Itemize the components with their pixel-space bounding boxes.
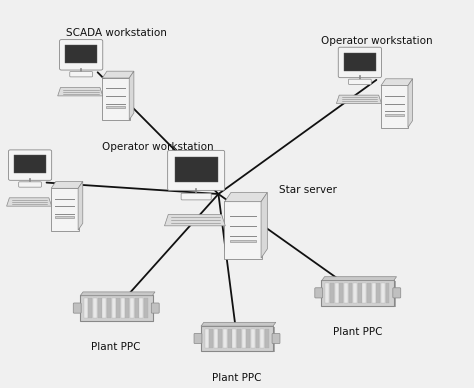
Bar (219, 329, 222, 348)
FancyBboxPatch shape (168, 151, 225, 191)
Text: Plant PPC: Plant PPC (91, 342, 141, 352)
FancyBboxPatch shape (323, 281, 396, 307)
Text: Plant PPC: Plant PPC (333, 327, 383, 337)
Polygon shape (261, 192, 267, 258)
FancyBboxPatch shape (9, 150, 52, 180)
Bar (246, 329, 250, 348)
Polygon shape (58, 88, 103, 96)
Bar (372, 283, 375, 303)
Bar (385, 114, 404, 116)
FancyBboxPatch shape (181, 193, 211, 200)
Bar (98, 298, 101, 318)
Bar (111, 298, 116, 318)
Bar (385, 283, 390, 303)
Polygon shape (78, 182, 83, 230)
FancyBboxPatch shape (321, 280, 394, 306)
FancyBboxPatch shape (202, 327, 275, 352)
Text: Star server: Star server (279, 185, 337, 195)
Polygon shape (225, 192, 267, 202)
Text: Operator workstation: Operator workstation (320, 36, 432, 46)
FancyBboxPatch shape (81, 296, 154, 322)
FancyBboxPatch shape (102, 78, 130, 120)
Bar (325, 283, 329, 303)
Polygon shape (51, 182, 83, 188)
Bar (106, 106, 125, 108)
Bar (237, 329, 241, 348)
Bar (205, 329, 209, 348)
Bar (116, 298, 120, 318)
Bar (230, 239, 255, 242)
FancyBboxPatch shape (393, 288, 401, 298)
Bar (89, 298, 92, 318)
Bar (102, 298, 106, 318)
FancyBboxPatch shape (151, 303, 159, 313)
FancyBboxPatch shape (348, 79, 371, 85)
Text: SCADA workstation: SCADA workstation (66, 28, 167, 38)
FancyBboxPatch shape (315, 288, 323, 298)
Bar (232, 329, 237, 348)
Bar (55, 217, 74, 218)
FancyBboxPatch shape (18, 182, 41, 187)
FancyBboxPatch shape (70, 71, 92, 77)
Polygon shape (102, 71, 134, 78)
Bar (265, 329, 269, 348)
FancyBboxPatch shape (201, 326, 273, 351)
Bar (344, 283, 348, 303)
Polygon shape (164, 215, 225, 226)
FancyBboxPatch shape (60, 40, 103, 70)
Text: Operator workstation: Operator workstation (102, 142, 214, 152)
Bar (209, 329, 213, 348)
Polygon shape (201, 322, 276, 326)
Polygon shape (129, 71, 134, 120)
Bar (330, 283, 334, 303)
Polygon shape (408, 79, 412, 127)
Bar (214, 329, 218, 348)
Bar (335, 283, 338, 303)
Bar (344, 52, 376, 71)
Bar (348, 283, 353, 303)
Polygon shape (80, 292, 155, 296)
Bar (363, 283, 366, 303)
FancyBboxPatch shape (73, 303, 81, 313)
Bar (14, 155, 46, 173)
Bar (255, 329, 259, 348)
Bar (376, 283, 380, 303)
Bar (251, 329, 255, 348)
Bar (144, 298, 148, 318)
Bar (228, 329, 232, 348)
Polygon shape (322, 277, 397, 281)
Bar (65, 45, 97, 63)
FancyBboxPatch shape (224, 201, 262, 258)
Bar (260, 329, 264, 348)
Bar (84, 298, 88, 318)
Bar (242, 329, 246, 348)
Bar (126, 298, 129, 318)
Bar (93, 298, 97, 318)
Bar (353, 283, 357, 303)
Text: Plant PPC: Plant PPC (212, 373, 262, 383)
FancyBboxPatch shape (51, 188, 79, 230)
Bar (381, 283, 385, 303)
FancyBboxPatch shape (338, 47, 382, 78)
Bar (130, 298, 134, 318)
FancyBboxPatch shape (381, 85, 409, 128)
FancyBboxPatch shape (194, 333, 202, 344)
Bar (358, 283, 362, 303)
Bar (135, 298, 139, 318)
Bar (339, 283, 343, 303)
Bar (367, 283, 371, 303)
Polygon shape (337, 95, 382, 104)
FancyBboxPatch shape (272, 333, 280, 344)
Bar (223, 329, 227, 348)
FancyBboxPatch shape (80, 295, 153, 321)
Bar (174, 157, 218, 182)
Bar (121, 298, 125, 318)
Polygon shape (381, 79, 412, 86)
Bar (139, 298, 143, 318)
Polygon shape (7, 198, 52, 206)
Bar (107, 298, 111, 318)
